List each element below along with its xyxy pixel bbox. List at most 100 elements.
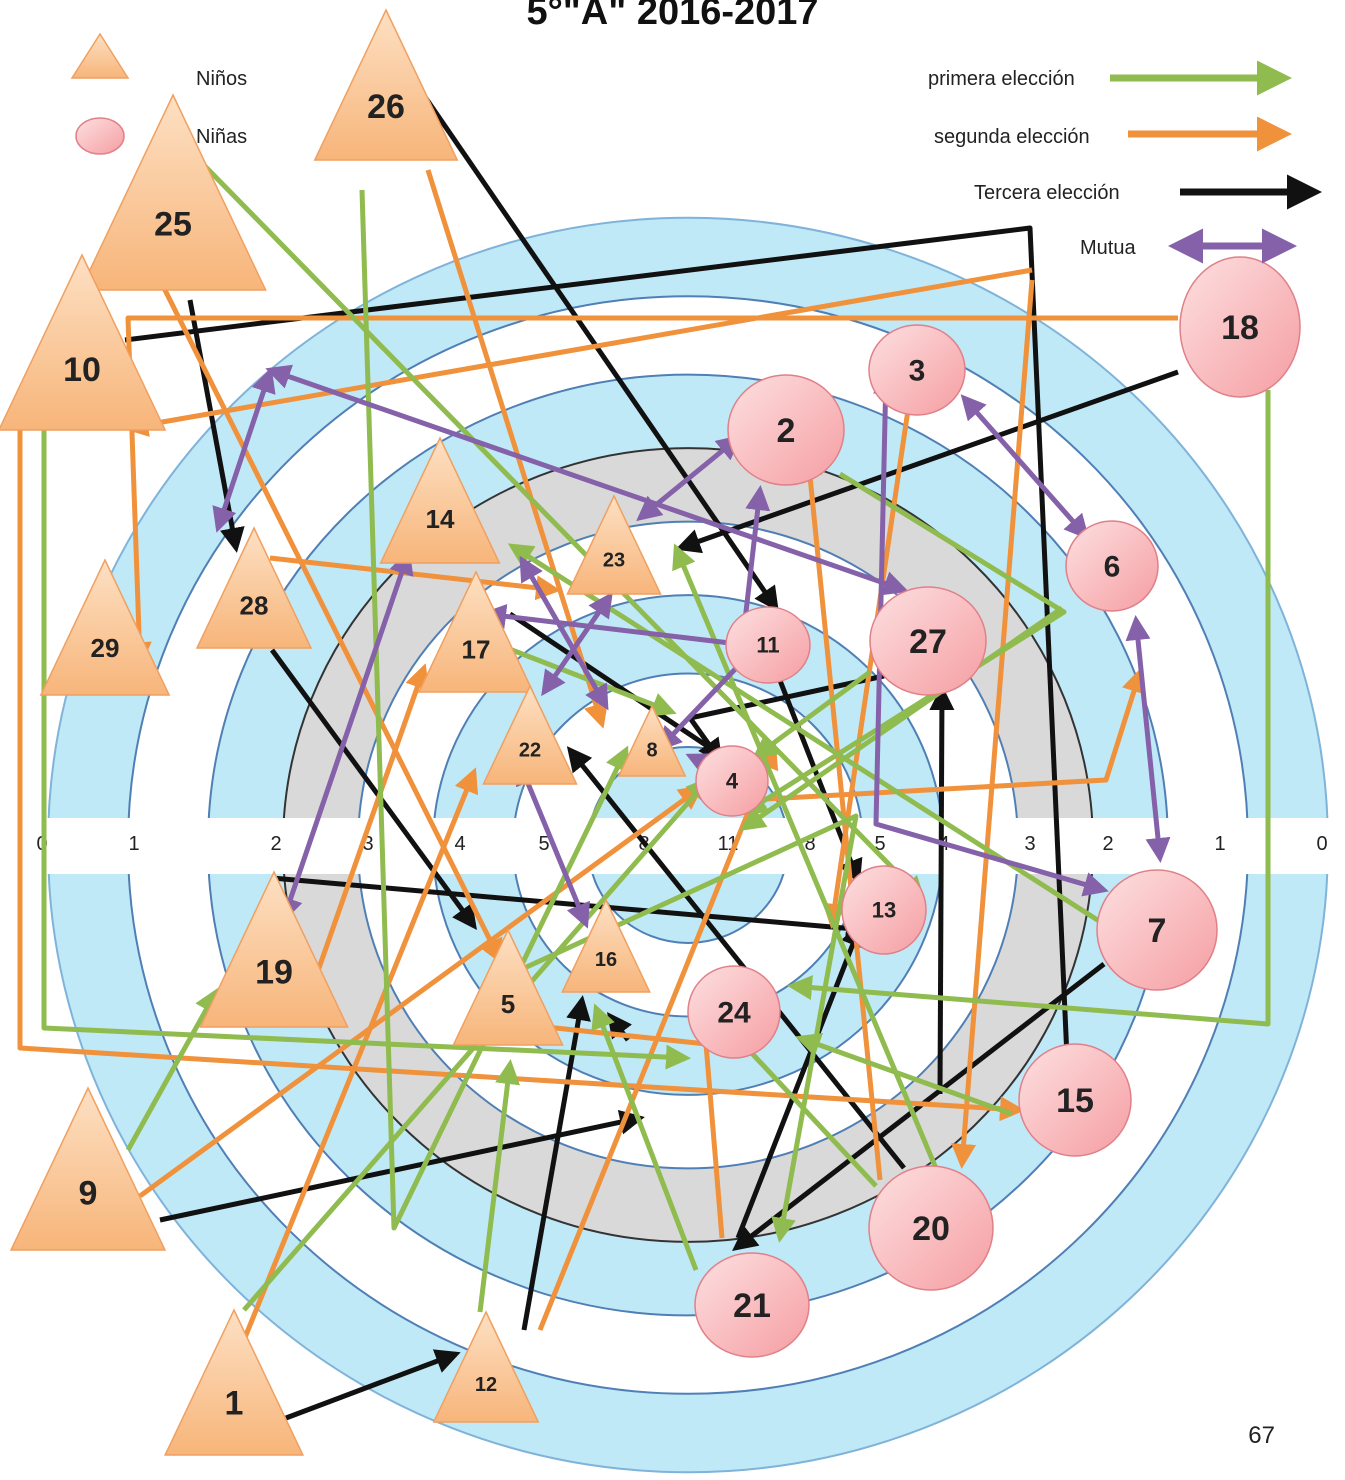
- arrow-first-39: [477, 1059, 521, 1313]
- boy-node-28: [195, 526, 313, 649]
- boy-node-16: [561, 898, 651, 993]
- arrow-mutual-55: [636, 434, 742, 522]
- girl-label-21: 21: [733, 1287, 771, 1325]
- girl-label-13: 13: [872, 898, 896, 923]
- boy-label-10: 10: [63, 351, 101, 389]
- arrow-mutual-54: [1125, 615, 1171, 863]
- legend-girl-circle: [75, 117, 125, 155]
- arrow-first-48: [518, 813, 859, 1243]
- scale-label: 0: [1316, 833, 1327, 855]
- girl-label-24: 24: [717, 997, 751, 1030]
- legend-third-label: Tercera elección: [974, 182, 1120, 204]
- arrow-first-47: [751, 669, 872, 759]
- boy-label-5: 5: [501, 989, 515, 1019]
- boy-label-23: 23: [603, 550, 625, 572]
- arrow-third-15: [735, 921, 865, 1239]
- boy-label-26: 26: [367, 88, 405, 126]
- arrow-second-25: [241, 767, 479, 1341]
- boy-label-16: 16: [595, 949, 617, 971]
- arrow-first-35: [787, 390, 1271, 1027]
- arrow-second-24: [138, 785, 705, 1199]
- boy-label-28: 28: [240, 590, 269, 620]
- girl-node-15: [1018, 1043, 1132, 1157]
- legend-boys-label: Niños: [196, 68, 248, 90]
- girl-label-7: 7: [1148, 912, 1167, 950]
- boy-label-22: 22: [519, 740, 541, 762]
- arrow-second-18: [125, 315, 1178, 667]
- boy-node-1: [163, 1308, 305, 1456]
- boy-node-5: [452, 928, 564, 1046]
- boy-node-25: [79, 93, 267, 291]
- arrow-mutual-50: [265, 364, 909, 596]
- arrow-mutual-60: [873, 369, 1109, 897]
- page-number: 67: [1248, 1422, 1275, 1449]
- boy-label-25: 25: [154, 205, 192, 243]
- arrow-mutual-59: [516, 759, 590, 929]
- girl-node-6: [1065, 520, 1159, 612]
- girl-node-11: [725, 606, 811, 684]
- boy-label-8: 8: [646, 739, 657, 761]
- scale-label: 1: [128, 833, 139, 855]
- girl-node-21: [694, 1252, 810, 1358]
- girl-node-3: [868, 324, 966, 416]
- boy-label-19: 19: [255, 954, 293, 992]
- girl-label-20: 20: [912, 1210, 950, 1248]
- scale-label: 3: [1024, 833, 1035, 855]
- scale-label: 4: [454, 833, 465, 855]
- arrow-mutual-52: [278, 549, 414, 923]
- arrow-mutual-58: [541, 591, 613, 697]
- boy-node-19: [199, 870, 349, 1028]
- girl-label-18: 18: [1221, 309, 1259, 347]
- boy-node-29: [39, 558, 171, 696]
- girl-label-6: 6: [1104, 551, 1121, 584]
- scale-label: 8: [804, 833, 815, 855]
- chart-title: 5°"A" 2016-2017: [526, 0, 819, 33]
- boy-label-17: 17: [462, 634, 491, 664]
- arrow-third-16: [929, 685, 955, 1095]
- boy-node-8: [617, 704, 687, 777]
- legend-girls-label: Niñas: [196, 126, 248, 148]
- boy-node-26: [313, 8, 459, 161]
- legend-boy-triangle: [70, 32, 130, 79]
- boy-label-9: 9: [79, 1175, 98, 1213]
- legend-first-label: primera elección: [928, 68, 1075, 90]
- scale-label: 2: [270, 833, 281, 855]
- boy-label-1: 1: [225, 1384, 244, 1422]
- girl-node-2: [727, 374, 845, 486]
- legend-second-label: segunda elección: [934, 126, 1090, 148]
- boy-label-14: 14: [426, 504, 455, 534]
- girl-label-15: 15: [1056, 1082, 1094, 1120]
- boy-label-12: 12: [475, 1374, 497, 1396]
- girl-label-27: 27: [909, 623, 947, 661]
- girl-label-2: 2: [777, 412, 796, 450]
- arrow-first-49: [795, 1032, 1013, 1117]
- arrow-second-29: [17, 418, 1025, 1122]
- boy-node-23: [566, 494, 662, 595]
- scale-band: [0, 818, 1345, 874]
- boy-node-17: [417, 570, 535, 693]
- scale-label: 2: [1102, 833, 1113, 855]
- girl-node-13: [841, 865, 927, 955]
- girl-node-27: [869, 586, 987, 696]
- girl-node-4: [695, 745, 769, 817]
- boy-node-12: [432, 1310, 540, 1423]
- girl-node-7: [1096, 869, 1218, 991]
- boy-label-29: 29: [91, 633, 120, 663]
- arrow-third-12: [285, 1349, 461, 1421]
- girl-node-20: [868, 1165, 994, 1291]
- arrow-first-37: [125, 987, 219, 1152]
- legend-mutual-label: Mutua: [1080, 237, 1136, 259]
- boy-node-9: [9, 1086, 167, 1251]
- boy-node-14: [379, 436, 501, 564]
- boy-node-10: [0, 253, 167, 431]
- girl-node-24: [687, 965, 781, 1059]
- girl-label-11: 11: [756, 633, 779, 658]
- boy-node-22: [482, 684, 578, 785]
- arrow-mutual-51: [212, 367, 276, 533]
- girl-label-4: 4: [726, 769, 739, 794]
- scale-label: 1: [1214, 833, 1225, 855]
- girl-label-3: 3: [909, 355, 926, 388]
- arrow-first-40: [591, 1003, 699, 1271]
